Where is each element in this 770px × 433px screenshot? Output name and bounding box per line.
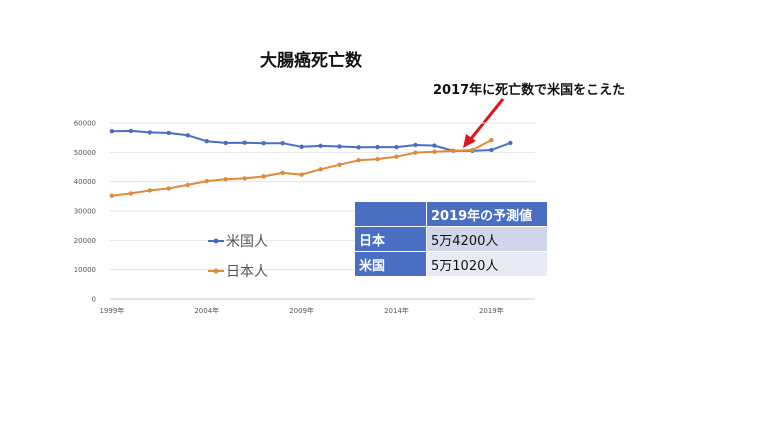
data-point-0 bbox=[508, 140, 513, 146]
data-point-1 bbox=[299, 172, 304, 177]
data-point-0 bbox=[147, 130, 153, 135]
y-tick-label: 20000 bbox=[74, 237, 96, 245]
data-point-1 bbox=[432, 149, 437, 154]
prediction-table-header: 2019年の予測値 bbox=[426, 201, 548, 227]
data-point-0 bbox=[128, 128, 134, 134]
data-point-0 bbox=[185, 133, 190, 138]
annotation-arrow-line bbox=[468, 98, 505, 141]
y-tick-label: 60000 bbox=[74, 120, 96, 128]
legend-label-us: 米国人 bbox=[226, 234, 268, 250]
prediction-table-row-us: 米国 5万1020人 bbox=[354, 251, 548, 277]
prediction-table-corner bbox=[354, 201, 427, 227]
data-point-1 bbox=[451, 148, 456, 154]
data-point-0 bbox=[432, 143, 437, 148]
data-point-1 bbox=[337, 162, 342, 167]
data-point-0 bbox=[413, 142, 418, 148]
data-point-0 bbox=[109, 129, 115, 134]
data-point-0 bbox=[318, 143, 323, 149]
legend-dot-us bbox=[213, 238, 219, 244]
chart-title: 大腸癌死亡数 bbox=[260, 50, 363, 71]
y-tick-label: 10000 bbox=[74, 266, 96, 274]
y-tick-label: 0 bbox=[92, 296, 96, 304]
data-point-1 bbox=[394, 154, 399, 159]
data-point-1 bbox=[470, 147, 475, 153]
data-point-0 bbox=[337, 144, 342, 149]
data-point-1 bbox=[375, 156, 380, 162]
data-point-0 bbox=[242, 140, 247, 145]
x-tick-label: 2009年 bbox=[289, 306, 314, 315]
data-point-1 bbox=[489, 137, 494, 143]
data-point-1 bbox=[261, 174, 266, 179]
x-tick-label: 2004年 bbox=[194, 306, 219, 315]
data-point-0 bbox=[489, 147, 494, 153]
data-point-1 bbox=[166, 186, 172, 191]
prediction-table-row-japan: 日本 5万4200人 bbox=[354, 226, 548, 252]
prediction-row-value: 5万4200人 bbox=[426, 226, 548, 252]
prediction-table-header-row: 2019年の予測値 bbox=[354, 201, 548, 227]
data-point-0 bbox=[223, 140, 228, 146]
y-tick-label: 40000 bbox=[74, 178, 96, 186]
data-point-1 bbox=[356, 158, 361, 163]
legend: 米国人 日本人 bbox=[208, 234, 268, 280]
data-point-1 bbox=[147, 188, 153, 193]
data-point-0 bbox=[299, 144, 304, 149]
x-tick-label: 2014年 bbox=[384, 306, 409, 315]
y-tick-label: 50000 bbox=[74, 149, 96, 157]
data-point-1 bbox=[318, 167, 323, 172]
series-line-0 bbox=[111, 129, 511, 152]
data-point-0 bbox=[356, 145, 361, 150]
data-point-1 bbox=[204, 178, 209, 184]
data-point-1 bbox=[242, 176, 247, 181]
prediction-row-label: 米国 bbox=[354, 251, 427, 277]
prediction-row-value: 5万1020人 bbox=[426, 251, 548, 277]
data-point-0 bbox=[394, 144, 399, 150]
x-tick-label: 1999年 bbox=[99, 306, 124, 315]
data-point-1 bbox=[223, 177, 228, 182]
prediction-row-label: 日本 bbox=[354, 226, 427, 252]
legend-label-jp: 日本人 bbox=[226, 264, 268, 280]
y-tick-label: 30000 bbox=[74, 208, 96, 216]
data-point-1 bbox=[280, 170, 285, 176]
annotation-text: 2017年に死亡数で米国をこえた bbox=[433, 82, 625, 98]
prediction-table: 2019年の予測値 日本 5万4200人 米国 5万1020人 bbox=[354, 201, 548, 277]
legend-dot-jp bbox=[213, 268, 219, 274]
x-tick-label: 2019年 bbox=[479, 306, 504, 315]
data-point-1 bbox=[128, 191, 134, 196]
data-point-0 bbox=[375, 144, 380, 150]
annotation-arrow-head bbox=[463, 134, 476, 148]
data-point-0 bbox=[166, 130, 172, 136]
data-point-1 bbox=[109, 193, 115, 198]
data-point-0 bbox=[280, 141, 285, 146]
data-point-1 bbox=[413, 150, 418, 155]
data-point-1 bbox=[185, 182, 190, 188]
data-point-0 bbox=[204, 138, 209, 144]
data-point-0 bbox=[261, 141, 266, 146]
